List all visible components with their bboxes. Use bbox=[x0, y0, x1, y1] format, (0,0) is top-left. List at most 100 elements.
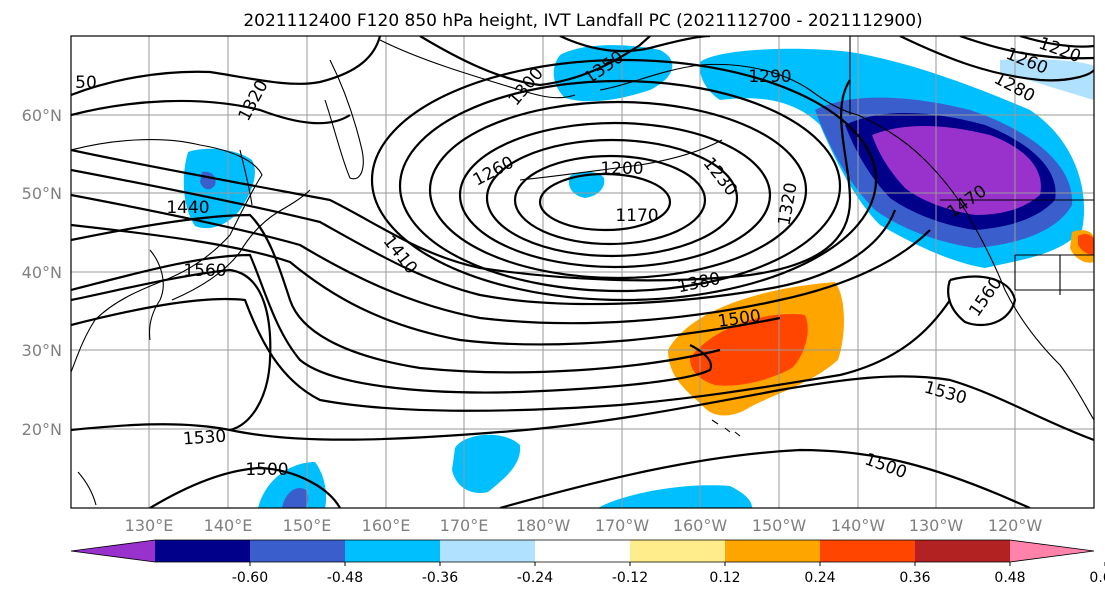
shade-sky-south3 bbox=[598, 485, 752, 508]
colorbar: -0.60 -0.48 -0.36 -0.24 -0.12 0.12 0.24 0.36 0.4… bbox=[70, 539, 1105, 586]
lon-label: 140°W bbox=[831, 516, 886, 535]
map-panel: 1320 1380 1410 1440 1500 1530 1560 1260 … bbox=[70, 34, 1095, 509]
coast-asia bbox=[71, 139, 263, 373]
coast-philippines bbox=[77, 471, 97, 506]
colorbar-segment bbox=[630, 540, 726, 562]
contour-1290 bbox=[370, 58, 878, 302]
lon-label: 130°W bbox=[909, 516, 964, 535]
contour-1530 bbox=[71, 375, 1094, 442]
lon-label: 140°E bbox=[204, 516, 253, 535]
colorbar-tick-label: -0.12 bbox=[612, 570, 648, 586]
shade-sky-central bbox=[568, 171, 605, 198]
colorbar-tick-label: 0.24 bbox=[804, 570, 835, 586]
contour-ne-2 bbox=[959, 36, 1094, 60]
coast-kamchatka bbox=[324, 59, 364, 180]
colorbar-tick-label: 0.48 bbox=[994, 570, 1025, 586]
map-title: 2021112400 F120 850 hPa height, IVT Land… bbox=[243, 11, 922, 31]
contour-label: 50 bbox=[75, 73, 97, 93]
shade-royal-south2 bbox=[282, 488, 309, 508]
contour-n-2 bbox=[559, 36, 711, 53]
contour-1500-s bbox=[149, 466, 341, 508]
contour-n-1 bbox=[419, 36, 651, 87]
coast-sakhalin bbox=[239, 149, 253, 206]
contour-ne-3 bbox=[1019, 36, 1094, 48]
lon-label: 160°E bbox=[362, 516, 411, 535]
shade-sky-bering bbox=[553, 45, 673, 102]
lat-label: 30°N bbox=[22, 341, 62, 360]
shade-sky-south2 bbox=[258, 462, 327, 508]
shade-sky-south1 bbox=[452, 434, 521, 494]
colorbar-segment bbox=[250, 540, 346, 562]
contour-1200 bbox=[513, 154, 707, 246]
contour-1230 bbox=[458, 121, 772, 269]
contour-1410 bbox=[71, 223, 781, 346]
colorbar-tick-label: -0.24 bbox=[517, 570, 553, 586]
colorbar-tick-label: -0.36 bbox=[422, 570, 458, 586]
map-frame bbox=[70, 35, 1095, 509]
lat-label: 40°N bbox=[22, 263, 62, 282]
contour-label: 1290 bbox=[748, 67, 791, 87]
coast-aleutians bbox=[519, 139, 723, 181]
colorbar-segment bbox=[915, 540, 1011, 562]
colorbar-tick-label: 0.36 bbox=[899, 570, 930, 586]
contour-1320 bbox=[71, 79, 852, 282]
contour-ring-3 bbox=[485, 138, 739, 258]
coast-canada-border bbox=[849, 36, 1094, 201]
ivt-shading bbox=[183, 45, 1094, 508]
colorbar-tick-label: -0.48 bbox=[327, 570, 363, 586]
colorbar-segment bbox=[820, 540, 916, 562]
contour-label: 1500 bbox=[245, 460, 288, 480]
contour-nw-2 bbox=[71, 99, 351, 125]
contour-label: 1530 bbox=[182, 427, 227, 450]
lon-label: 180°W bbox=[516, 516, 571, 535]
contour-1470 bbox=[71, 253, 713, 394]
contour-1380 bbox=[71, 193, 931, 325]
contour-label: 1170 bbox=[615, 206, 658, 226]
lon-label: 170°E bbox=[440, 516, 489, 535]
contour-ne-1 bbox=[899, 36, 1094, 82]
contour-1560 bbox=[71, 268, 272, 432]
coast-korea bbox=[148, 249, 164, 341]
contour-label: 1440 bbox=[166, 198, 209, 218]
colorbar-segment bbox=[535, 540, 631, 562]
colorbar-tick-label: 0.12 bbox=[709, 570, 740, 586]
coast-us-states bbox=[1014, 254, 1094, 295]
coast-hawaii bbox=[711, 419, 741, 437]
colorbar-extend-low bbox=[71, 540, 155, 562]
shade-sky-japan bbox=[183, 148, 255, 229]
colorbar-segment bbox=[440, 540, 536, 562]
colorbar-segment bbox=[345, 540, 441, 562]
shade-red-se bbox=[1078, 234, 1094, 255]
lat-label: 50°N bbox=[22, 184, 62, 203]
contour-1170 bbox=[538, 172, 672, 232]
contour-label: 1200 bbox=[600, 159, 643, 179]
colorbar-outline bbox=[70, 539, 1095, 563]
contour-ring-6 bbox=[398, 79, 842, 293]
contour-1500 bbox=[71, 297, 951, 412]
colorbar-extend-high bbox=[1010, 540, 1094, 562]
longitude-labels: 130°E 140°E 150°E 160°E 170°E 180°W 170°… bbox=[125, 516, 1043, 535]
contour-1500-se bbox=[499, 448, 1031, 508]
latitude-labels: 60°N 50°N 40°N 30°N 20°N bbox=[22, 106, 62, 439]
contour-nw-1 bbox=[71, 36, 382, 97]
coast-na-west bbox=[857, 114, 1094, 421]
colorbar-segment bbox=[725, 540, 821, 562]
coast-japan bbox=[171, 189, 311, 301]
colorbar-segment bbox=[155, 540, 251, 562]
height-contours bbox=[71, 36, 1094, 508]
contour-1350 bbox=[71, 168, 897, 306]
coast-chukotka bbox=[379, 39, 576, 99]
contour-1440 bbox=[71, 213, 721, 374]
lat-label: 20°N bbox=[22, 420, 62, 439]
colorbar-tick-label: -0.60 bbox=[232, 570, 268, 586]
coastlines bbox=[71, 36, 1094, 506]
contour-label: 1560 bbox=[183, 261, 226, 281]
lon-label: 150°W bbox=[752, 516, 807, 535]
contour-1260 bbox=[428, 100, 808, 280]
lon-label: 170°W bbox=[595, 516, 650, 535]
lon-label: 160°W bbox=[673, 516, 728, 535]
lat-label: 60°N bbox=[22, 106, 62, 125]
contour-1560-e bbox=[947, 275, 1017, 327]
lon-label: 120°W bbox=[988, 516, 1043, 535]
